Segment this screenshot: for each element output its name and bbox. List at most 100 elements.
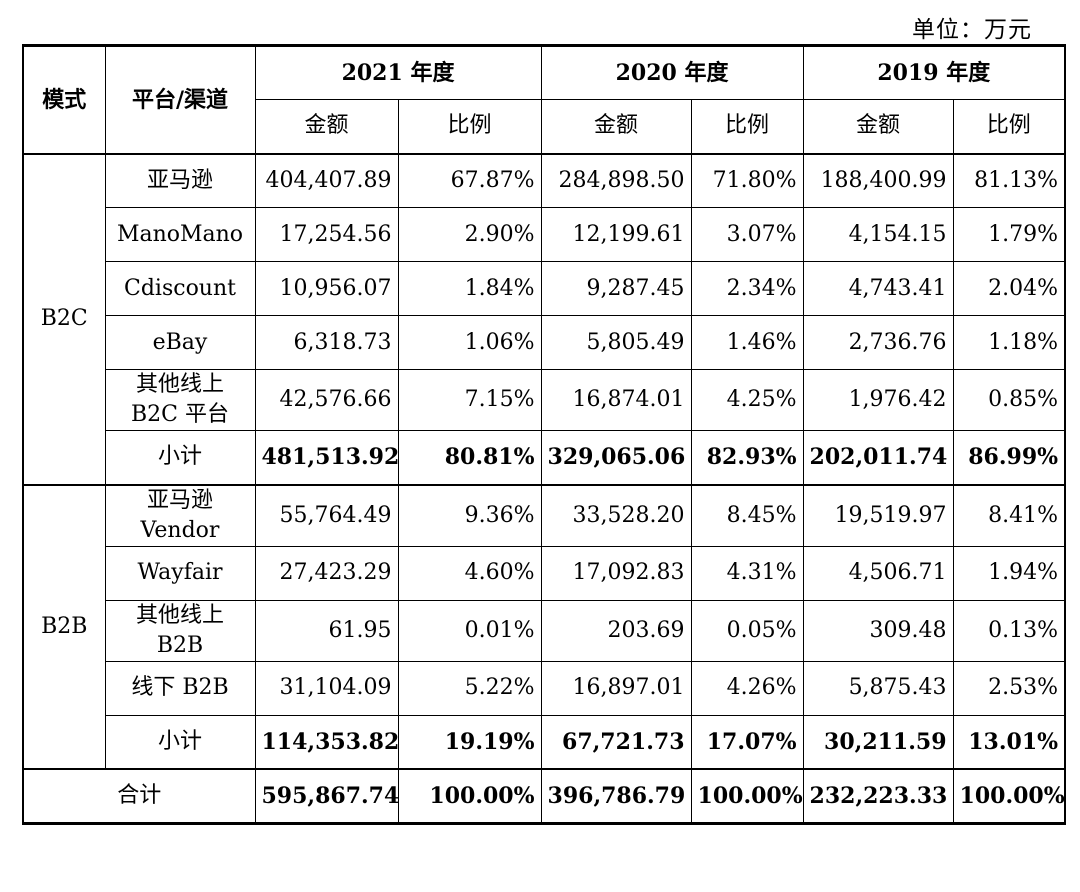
platform-name-line: Wayfair	[137, 560, 223, 585]
platform-cell: 亚马逊 Vendor	[104, 483, 256, 547]
amount-2019-cell: 309.48	[802, 599, 954, 662]
amount-2019-cell: 232,223.33	[802, 768, 954, 824]
platform-name-line: B2B	[156, 632, 204, 658]
header-year-2019: 2019 年度	[802, 45, 1066, 100]
platform-name-line: 其他线上	[135, 602, 224, 628]
total-label: 合计	[22, 768, 256, 824]
ratio-2019-cell: 2.04%	[952, 261, 1066, 316]
amount-2021-cell: 55,764.49	[254, 483, 399, 547]
ratio-2019-cell: 8.41%	[952, 483, 1066, 547]
platform-cell: eBay	[104, 315, 256, 370]
amount-2020-cell: 16,874.01	[540, 369, 692, 431]
amount-2019-cell: 4,743.41	[802, 261, 954, 316]
mode-b2c-cell: B2C	[22, 152, 106, 485]
platform-name-line: 亚马逊	[146, 487, 213, 513]
total-row: 合计 595,867.74 100.00% 396,786.79 100.00% 232,…	[22, 768, 1066, 824]
subtotal-row: 小计 114,353.82 19.19% 67,721.73 17.07% 30,211.…	[23, 714, 1066, 770]
table-row: Cdiscount 10,956.07 1.84% 9,287.45 2.34% 4,74…	[23, 261, 1066, 316]
platform-name-line: 其他线上	[135, 372, 224, 397]
table-row: ManoMano 17,254.56 2.90% 12,199.61 3.07% 4,15…	[23, 207, 1066, 262]
ratio-2019-cell: 1.94%	[952, 545, 1066, 601]
ratio-2020-cell: 4.25%	[690, 369, 804, 431]
ratio-2019-cell: 0.85%	[952, 369, 1066, 431]
amount-2021-cell: 10,956.07	[254, 261, 399, 316]
header-platform: 平台/渠道	[104, 45, 256, 154]
ratio-2021-cell: 5.22%	[397, 660, 542, 716]
ratio-2021-cell: 4.60%	[397, 545, 542, 601]
amount-2019-cell: 2,736.76	[802, 315, 954, 370]
amount-2020-cell: 33,528.20	[540, 483, 692, 547]
header-amount: 金额	[254, 99, 399, 154]
platform-name-line: Vendor	[140, 517, 220, 543]
ratio-2021-cell: 7.15%	[397, 369, 542, 431]
table-row: 其他线上 B2B 61.95 0.01% 203.69 0.05% 309.48 0.13%	[23, 599, 1066, 662]
ratio-2020-cell: 3.07%	[690, 207, 804, 262]
platform-cell: Cdiscount	[104, 261, 256, 316]
header-year-2020: 2020 年度	[540, 45, 804, 100]
amount-2019-cell: 4,154.15	[802, 207, 954, 262]
mode-b2b-cell: B2B	[22, 483, 106, 770]
amount-2020-cell: 203.69	[540, 599, 692, 662]
ratio-2021-cell: 0.01%	[397, 599, 542, 662]
unit-label: 单位：万元	[912, 17, 1032, 43]
ratio-2019-cell: 81.13%	[952, 152, 1066, 208]
amount-2019-cell: 188,400.99	[802, 152, 954, 208]
amount-2019-cell: 1,976.42	[802, 369, 954, 431]
revenue-by-channel-table: 模式 平台/渠道 2021 年度 2020 年度 2019 年度 金额 比例 金…	[22, 44, 1067, 825]
header-amount: 金额	[802, 99, 954, 154]
ratio-2020-cell: 71.80%	[690, 152, 804, 208]
amount-2020-cell: 396,786.79	[540, 768, 692, 824]
ratio-2021-cell: 80.81%	[397, 430, 542, 485]
ratio-2020-cell: 82.93%	[690, 430, 804, 485]
amount-2021-cell: 404,407.89	[254, 152, 399, 208]
platform-name-line: eBay	[152, 329, 208, 355]
amount-2020-cell: 12,199.61	[540, 207, 692, 262]
amount-2019-cell: 4,506.71	[802, 545, 954, 601]
amount-2019-cell: 202,011.74	[802, 430, 954, 485]
ratio-2019-cell: 86.99%	[952, 430, 1066, 485]
ratio-2020-cell: 8.45%	[690, 483, 804, 547]
table-row: Wayfair 27,423.29 4.60% 17,092.83 4.31% 4,506…	[23, 545, 1066, 601]
amount-2021-cell: 31,104.09	[254, 660, 399, 716]
table-row: B2B 亚马逊 Vendor 55,764.49 9.36% 33,528.20 8.45%…	[22, 483, 1066, 770]
amount-2020-cell: 5,805.49	[540, 315, 692, 370]
subtotal-label: 小计	[104, 430, 256, 485]
table-row: B2C 亚马逊 404,407.89 67.87% 284,898.50 71.80% 18…	[22, 152, 1066, 485]
header-row-years: 模式 平台/渠道 2021 年度 2020 年度 2019 年度	[22, 45, 1066, 154]
ratio-2020-cell: 4.31%	[690, 545, 804, 601]
amount-2020-cell: 329,065.06	[540, 430, 692, 485]
amount-2021-cell: 481,513.92	[254, 430, 399, 485]
platform-cell: Wayfair	[104, 545, 256, 601]
amount-2021-cell: 114,353.82	[254, 714, 399, 770]
ratio-2019-cell: 13.01%	[952, 714, 1066, 770]
platform-cell: ManoMano	[104, 207, 256, 262]
amount-2020-cell: 67,721.73	[540, 714, 692, 770]
subtotal-row: 小计 481,513.92 80.81% 329,065.06 82.93% 202,01…	[23, 430, 1066, 485]
ratio-2021-cell: 9.36%	[397, 483, 542, 547]
amount-2019-cell: 5,875.43	[802, 660, 954, 716]
amount-2020-cell: 9,287.45	[540, 261, 692, 316]
ratio-2020-cell: 1.46%	[690, 315, 804, 370]
platform-name-line: B2C 平台	[131, 402, 229, 427]
header-ratio: 比例	[952, 99, 1066, 154]
platform-cell: 其他线上 B2B	[104, 599, 256, 662]
ratio-2021-cell: 100.00%	[397, 768, 542, 824]
ratio-2020-cell: 4.26%	[690, 660, 804, 716]
header-ratio: 比例	[397, 99, 542, 154]
ratio-2021-cell: 1.06%	[397, 315, 542, 370]
platform-cell: 亚马逊	[104, 152, 256, 208]
table-row: 线下 B2B 31,104.09 5.22% 16,897.01 4.26% 5,875.…	[23, 660, 1066, 716]
platform-name-line: 亚马逊	[146, 167, 213, 193]
table-row: 其他线上 B2C 平台 42,576.66 7.15% 16,874.01 4.25% 1,…	[23, 369, 1066, 431]
amount-2020-cell: 17,092.83	[540, 545, 692, 601]
amount-2021-cell: 61.95	[254, 599, 399, 662]
subtotal-label: 小计	[104, 714, 256, 770]
ratio-2020-cell: 17.07%	[690, 714, 804, 770]
ratio-2019-cell: 2.53%	[952, 660, 1066, 716]
header-year-2021: 2021 年度	[254, 45, 542, 100]
amount-2021-cell: 42,576.66	[254, 369, 399, 431]
ratio-2021-cell: 67.87%	[397, 152, 542, 208]
amount-2021-cell: 6,318.73	[254, 315, 399, 370]
ratio-2020-cell: 2.34%	[690, 261, 804, 316]
ratio-2021-cell: 1.84%	[397, 261, 542, 316]
